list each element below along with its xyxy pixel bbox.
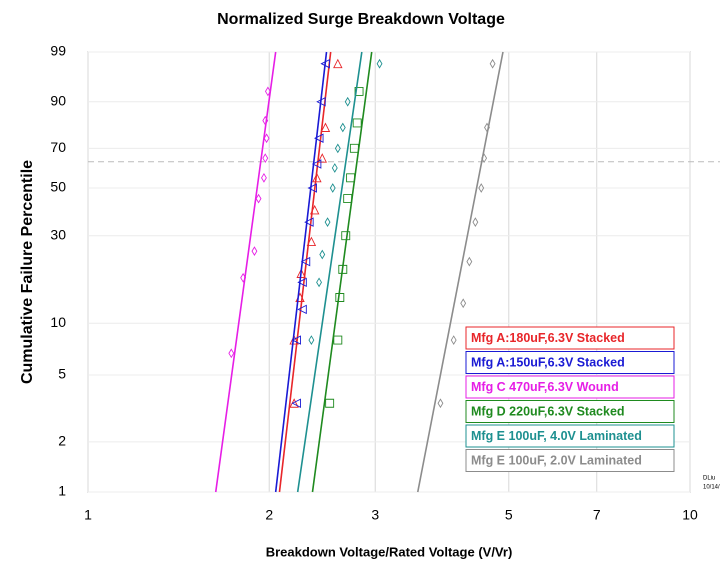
data-point [331,163,338,173]
y-tick-label: 5 [58,366,66,382]
fit-line [311,51,373,493]
data-point [297,304,307,315]
data-point [325,398,335,408]
legend-box [465,400,675,423]
data-point [262,153,269,164]
data-point [307,183,317,193]
legend-box [465,351,675,374]
data-point [344,96,351,107]
legend-box [465,424,675,448]
data-point [311,159,322,169]
data-point [312,172,322,183]
y-tick-label: 10 [50,314,66,330]
legend-label: Mfg D 220uF,6.3V Stacked [471,404,625,418]
data-point [314,133,324,143]
x-tick-label: 1 [84,507,92,523]
data-point [478,183,485,193]
y-tick-label: 2 [58,433,66,449]
data-point [489,58,496,69]
data-point [251,246,258,257]
x-tick-label: 2 [265,507,273,523]
data-point [255,193,262,204]
data-point [354,86,364,96]
data-point [264,86,271,97]
x-tick-label: 3 [371,507,379,523]
chart-title: Normalized Surge Breakdown Voltage [217,11,505,28]
x-axis-label: Breakdown Voltage/Rated Voltage (V/Vr) [266,544,513,559]
fit-line [296,51,363,493]
data-point [316,277,322,288]
data-point [291,398,301,408]
data-point [338,264,348,274]
data-point [450,335,457,345]
data-point [228,348,235,359]
data-point [297,277,307,288]
legend-box [465,375,675,399]
legend-box [465,326,675,350]
data-point [335,293,345,302]
legend-label: Mfg A:180uF,6.3V Stacked [471,331,625,345]
data-point [333,335,343,345]
legend-box [465,449,675,472]
x-tick-label: 7 [593,507,601,523]
data-point [329,183,336,193]
x-tick-label: 10 [682,507,698,523]
y-tick-label: 30 [50,226,66,242]
data-point [308,335,315,345]
y-tick-label: 90 [50,92,66,108]
data-point [376,58,383,69]
data-point [291,335,301,345]
fit-line [416,51,504,493]
data-point [339,122,346,133]
y-tick-label: 50 [50,179,66,195]
y-tick-label: 1 [58,483,66,499]
data-point [317,153,328,163]
data-point [333,58,343,69]
data-point [261,172,267,183]
legend-label: Mfg C 470uF,6.3V Wound [471,380,619,394]
legend-label: Mfg E 100uF, 4.0V Laminated [471,429,642,443]
legend-label: Mfg A:150uF,6.3V Stacked [471,355,625,369]
legend-label: Mfg E 100uF, 2.0V Laminated [471,453,642,467]
data-point [300,256,311,267]
x-tick-label: 5 [505,507,513,523]
fit-line [278,51,332,493]
data-point [320,122,331,132]
data-point [263,133,270,144]
fit-line [274,51,328,493]
data-point [472,217,479,228]
data-point [437,398,444,409]
fit-line [214,51,277,493]
annotation: DLiu [703,476,715,482]
data-point [304,217,314,227]
data-point [466,256,473,267]
y-axis-label: Cumulative Failure Percentile [19,160,36,384]
annotation: 10/14/ [703,485,720,491]
y-tick-label: 70 [50,139,66,155]
data-point [334,143,341,154]
data-point [460,298,467,309]
y-tick-label: 99 [50,43,66,59]
data-point [324,217,331,228]
data-point [319,249,326,260]
